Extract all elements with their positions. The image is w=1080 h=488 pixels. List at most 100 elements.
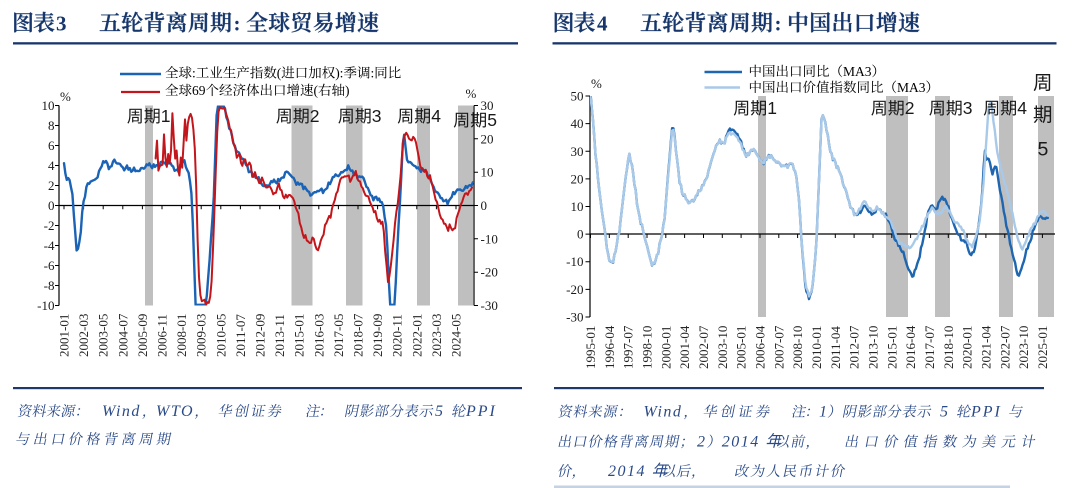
svg-text:69: 69	[192, 83, 206, 98]
svg-text:2021-04: 2021-04	[978, 325, 993, 369]
svg-text:4: 4	[597, 12, 608, 36]
svg-text:1: 1	[819, 404, 827, 421]
svg-text:10: 10	[481, 165, 494, 180]
svg-text:-4: -4	[44, 238, 55, 253]
svg-text:%: %	[60, 89, 71, 104]
svg-text:2013-11: 2013-11	[272, 314, 287, 357]
svg-text:-10: -10	[37, 298, 54, 313]
svg-text:2016-04: 2016-04	[903, 325, 918, 369]
svg-text:2010-05: 2010-05	[213, 314, 228, 357]
svg-text:6: 6	[48, 138, 55, 153]
svg-text:1: 1	[767, 98, 777, 118]
svg-text:2017-07: 2017-07	[922, 325, 937, 369]
svg-text:2020-01: 2020-01	[960, 326, 975, 369]
svg-text:2020-11: 2020-11	[390, 314, 405, 357]
svg-text:2: 2	[310, 106, 320, 126]
svg-text:年: 年	[765, 433, 783, 451]
svg-text:3: 3	[56, 12, 67, 36]
svg-text:Wind: Wind	[102, 403, 141, 420]
svg-text:40: 40	[571, 116, 584, 131]
svg-text:2005-01: 2005-01	[734, 326, 749, 369]
svg-text:2007-07: 2007-07	[771, 325, 786, 369]
svg-text:50: 50	[571, 89, 584, 104]
svg-text:): )	[345, 83, 350, 98]
svg-text:-2: -2	[44, 218, 55, 233]
svg-text:2018-10: 2018-10	[941, 326, 956, 369]
svg-text:4: 4	[48, 158, 55, 173]
svg-text:1997-07: 1997-07	[621, 325, 636, 369]
svg-text:4: 4	[1017, 98, 1027, 118]
svg-text:WTO: WTO	[156, 403, 194, 420]
svg-text:-6: -6	[44, 258, 55, 273]
svg-text:2025-01: 2025-01	[1035, 326, 1050, 369]
svg-text:20: 20	[571, 171, 584, 186]
svg-text::: :	[775, 12, 782, 36]
svg-text:2015-01: 2015-01	[292, 314, 307, 357]
svg-text:2014: 2014	[608, 463, 646, 480]
svg-text:2015-01: 2015-01	[884, 326, 899, 369]
svg-text::: :	[234, 12, 241, 36]
svg-text:2006-04: 2006-04	[753, 325, 768, 369]
svg-text:2024-05: 2024-05	[449, 314, 464, 357]
svg-text:-20: -20	[481, 265, 498, 280]
svg-text:-10: -10	[566, 254, 583, 269]
svg-text:MA3: MA3	[843, 64, 872, 79]
svg-text:2002-07: 2002-07	[696, 325, 711, 369]
svg-text:2023-10: 2023-10	[1016, 326, 1031, 369]
svg-text:3: 3	[963, 98, 973, 118]
svg-text:MA3: MA3	[897, 80, 926, 95]
svg-text:2012-09: 2012-09	[253, 314, 268, 357]
svg-text:%: %	[466, 86, 477, 101]
svg-text:PPI: PPI	[970, 404, 1002, 421]
svg-text:Wind: Wind	[644, 404, 683, 421]
svg-text:):: ):	[335, 66, 343, 81]
svg-text:2001-04: 2001-04	[677, 325, 692, 369]
svg-text:3: 3	[372, 106, 382, 126]
svg-text:0: 0	[481, 198, 488, 213]
svg-text:2000-01: 2000-01	[658, 326, 673, 369]
svg-text:2008-01: 2008-01	[174, 314, 189, 357]
svg-text:2: 2	[697, 434, 707, 451]
svg-text:-20: -20	[566, 282, 583, 297]
svg-text:30: 30	[571, 144, 584, 159]
svg-text:1998-10: 1998-10	[640, 326, 655, 369]
svg-text:2004-07: 2004-07	[115, 313, 130, 357]
svg-text:2011-04: 2011-04	[828, 326, 843, 369]
svg-text:2003-10: 2003-10	[715, 326, 730, 369]
svg-text:%: %	[591, 76, 602, 91]
svg-text:2017-05: 2017-05	[331, 314, 346, 357]
svg-text:1995-01: 1995-01	[583, 326, 598, 369]
svg-text:2009-03: 2009-03	[194, 314, 209, 357]
svg-text:2: 2	[48, 178, 55, 193]
svg-text:1996-04: 1996-04	[602, 325, 617, 369]
svg-text:2008-10: 2008-10	[790, 326, 805, 369]
svg-text:10: 10	[571, 199, 584, 214]
svg-text:-8: -8	[44, 278, 55, 293]
svg-text:2005-09: 2005-09	[135, 314, 150, 357]
svg-text:2023-03: 2023-03	[429, 314, 444, 357]
svg-text:(: (	[314, 83, 319, 98]
svg-text:PPI: PPI	[465, 403, 497, 420]
svg-text::: :	[371, 66, 375, 81]
svg-text:2: 2	[905, 98, 915, 118]
svg-text:0: 0	[577, 227, 584, 242]
svg-text:2003-05: 2003-05	[96, 314, 111, 357]
svg-text:10: 10	[42, 98, 55, 113]
svg-text::: :	[192, 66, 196, 81]
svg-text:5: 5	[487, 110, 497, 130]
svg-text:5: 5	[435, 403, 445, 420]
svg-text:-10: -10	[481, 231, 498, 246]
svg-text:2019-09: 2019-09	[370, 314, 385, 357]
svg-text:2016-03: 2016-03	[311, 314, 326, 357]
svg-text:2013-10: 2013-10	[866, 326, 881, 369]
svg-text:2018-07: 2018-07	[351, 313, 366, 357]
svg-text:2022-01: 2022-01	[409, 314, 424, 357]
svg-text:5: 5	[940, 404, 950, 421]
svg-text:30: 30	[481, 98, 494, 113]
svg-text:-30: -30	[566, 310, 583, 325]
svg-text:-30: -30	[481, 298, 498, 313]
svg-text:1: 1	[161, 106, 171, 126]
svg-text:0: 0	[48, 198, 55, 213]
svg-text:2006-11: 2006-11	[155, 314, 170, 357]
svg-text:年: 年	[652, 462, 670, 480]
